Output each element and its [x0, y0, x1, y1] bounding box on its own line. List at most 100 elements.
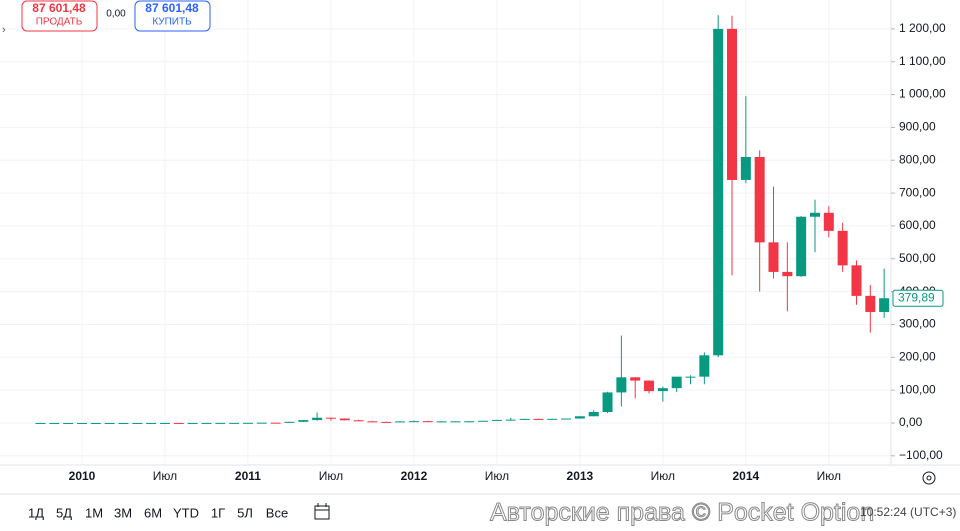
y-tick-label: 1 200,00: [899, 21, 946, 35]
candle-body: [616, 377, 627, 393]
candle-body: [491, 419, 502, 421]
candle-body: [298, 420, 309, 422]
candle-body: [713, 28, 724, 356]
y-tick-label: 1 000,00: [899, 87, 946, 101]
calendar-icon[interactable]: [314, 503, 330, 520]
candle-body: [353, 420, 364, 422]
candle-body: [270, 422, 281, 424]
timeframe-button[interactable]: 1Д: [28, 505, 44, 520]
y-tick-label: −100,00: [899, 448, 943, 462]
candle-body: [754, 156, 765, 243]
candle-body: [436, 421, 447, 423]
expand-icon[interactable]: ›: [2, 24, 6, 36]
candle-body: [63, 422, 74, 424]
last-price-label: 379,89: [898, 290, 935, 304]
x-tick-label: Июл: [319, 469, 343, 483]
y-tick-label: 800,00: [899, 152, 936, 166]
timeframe-button[interactable]: 5Д: [56, 505, 72, 520]
candle-body: [644, 380, 655, 392]
candle-body: [395, 421, 406, 423]
x-tick-label: 2010: [69, 469, 96, 483]
candle-body: [118, 422, 129, 424]
candle-body: [823, 212, 834, 231]
candle-body: [879, 298, 890, 312]
x-tick-label: Июл: [485, 469, 509, 483]
x-tick-label: Июл: [817, 469, 841, 483]
candle-body: [547, 418, 558, 420]
x-tick-label: 2014: [732, 469, 759, 483]
candle-body: [159, 422, 170, 424]
candle-body: [561, 418, 572, 420]
candle-body: [104, 422, 115, 424]
timeframe-button[interactable]: YTD: [173, 505, 199, 520]
x-tick-label: Июл: [153, 469, 177, 483]
y-tick-label: 500,00: [899, 251, 936, 265]
candle-body: [132, 422, 143, 424]
candle-body: [727, 28, 738, 180]
candle-body: [146, 422, 157, 424]
candle-body: [740, 156, 751, 180]
candle-body: [381, 421, 392, 423]
candle-body: [77, 422, 87, 424]
candle-body: [602, 392, 613, 412]
candle-body: [367, 421, 378, 423]
candle-body: [215, 422, 226, 424]
candle-body: [685, 376, 696, 378]
timeframe-button[interactable]: 6М: [144, 505, 162, 520]
candle-body: [809, 212, 820, 217]
sell-button[interactable]: 87 601,48 ПРОДАТЬ: [21, 0, 98, 32]
y-tick-label: 200,00: [899, 349, 936, 363]
candle-body: [312, 417, 323, 421]
candle-body: [519, 418, 530, 420]
candle-body: [782, 271, 793, 277]
candle-body: [671, 376, 682, 389]
candle-body: [796, 216, 807, 277]
x-tick-label: Июл: [651, 469, 675, 483]
candle-body: [464, 421, 475, 423]
candle-body: [699, 355, 710, 377]
buy-label: КУПИТЬ: [152, 17, 192, 28]
candle-body: [201, 422, 212, 424]
candle-body: [256, 422, 267, 424]
timeframe-button[interactable]: 3М: [114, 505, 132, 520]
y-tick-label: 0,00: [899, 415, 923, 429]
y-tick-label: 700,00: [899, 185, 936, 199]
candle-body: [450, 421, 461, 423]
timeframe-button[interactable]: 1М: [85, 505, 103, 520]
y-tick-label: 600,00: [899, 218, 936, 232]
candle-body: [187, 422, 198, 424]
y-tick-label: 100,00: [899, 382, 936, 396]
candle-body: [49, 422, 60, 424]
timeframe-button[interactable]: Все: [266, 505, 288, 520]
candle-body: [422, 421, 433, 423]
clock: 10:52:24 (UTC+3): [860, 505, 956, 519]
x-tick-label: 2012: [401, 469, 428, 483]
x-tick-label: 2013: [567, 469, 594, 483]
candle-body: [325, 417, 336, 419]
x-tick-label: 2011: [235, 469, 261, 483]
candle-body: [90, 422, 101, 424]
candle-body: [173, 422, 184, 424]
settings-icon[interactable]: [922, 471, 936, 485]
candle-body: [408, 421, 419, 423]
candle-body: [505, 419, 516, 421]
candle-body: [229, 422, 240, 424]
candle-body: [865, 295, 876, 312]
candle-body: [533, 418, 544, 420]
spread: 0,00: [106, 9, 126, 20]
timeframe-button[interactable]: 1Г: [211, 505, 225, 520]
buy-button[interactable]: 87 601,48 КУПИТЬ: [134, 0, 211, 32]
candle-body: [588, 411, 599, 417]
candle-body: [574, 416, 585, 419]
watermark: Авторские права © Pocket Option: [490, 499, 874, 527]
candle-body: [35, 422, 46, 424]
timeframe-button[interactable]: 5Л: [237, 505, 253, 520]
candle-body: [242, 422, 253, 424]
sell-label: ПРОДАТЬ: [36, 17, 83, 28]
candle-body: [284, 421, 295, 423]
candle-body: [478, 420, 489, 422]
y-tick-label: 300,00: [899, 317, 936, 331]
candle-body: [657, 388, 668, 392]
